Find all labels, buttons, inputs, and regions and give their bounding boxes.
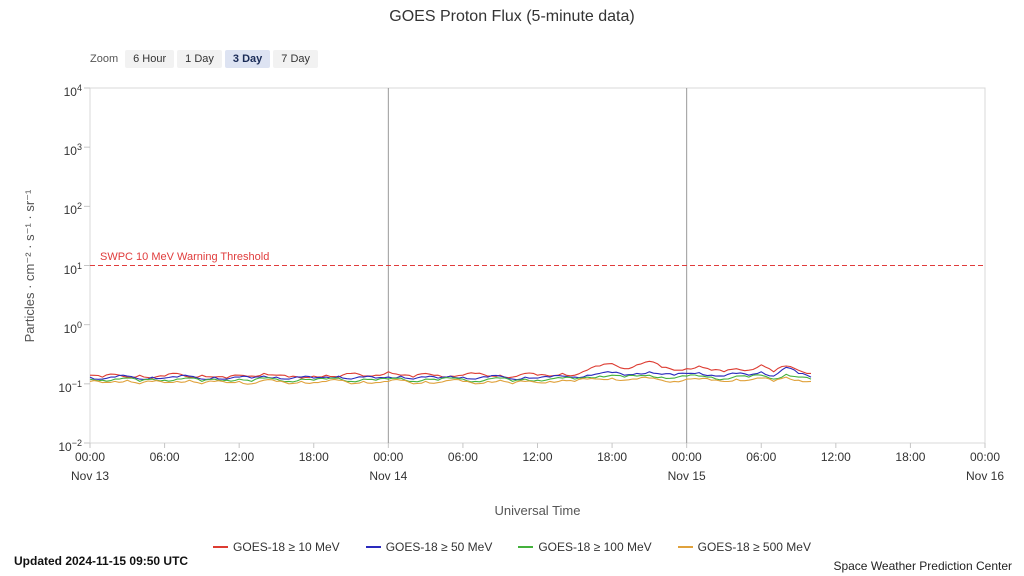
y-tick-label: 102	[63, 201, 82, 218]
legend-item[interactable]: GOES-18 ≥ 100 MeV	[518, 540, 652, 554]
x-tick-label: 06:00	[447, 450, 478, 464]
legend: GOES-18 ≥ 10 MeV GOES-18 ≥ 50 MeV GOES-18 …	[0, 540, 1024, 554]
y-tick-label: 10−2	[58, 438, 82, 454]
zoom-button-7-day[interactable]: 7 Day	[273, 50, 319, 69]
x-axis-day-label: Nov 16	[965, 469, 1005, 483]
x-tick-label: 18:00	[895, 450, 926, 464]
y-tick-label: 100	[63, 319, 82, 336]
legend-item[interactable]: GOES-18 ≥ 500 MeV	[677, 540, 811, 554]
y-tick-label: 103	[63, 142, 82, 159]
legend-label: GOES-18 ≥ 10 MeV	[233, 540, 340, 554]
zoom-buttons: 6 Hour 1 Day 3 Day 7 Day	[125, 50, 319, 69]
x-axis-title: Universal Time	[494, 503, 581, 518]
x-tick-label: 00:00	[969, 450, 1001, 464]
y-tick-label: 104	[63, 83, 82, 99]
x-tick-label: 00:00	[74, 450, 106, 464]
x-tick-label: 18:00	[597, 450, 628, 464]
x-tick-label: 18:00	[298, 450, 329, 464]
legend-line-swatch	[518, 546, 534, 548]
x-tick-label: 06:00	[149, 450, 180, 464]
y-tick-label: 101	[63, 260, 82, 277]
x-axis-day-label: Nov 15	[667, 469, 706, 483]
legend-item[interactable]: GOES-18 ≥ 50 MeV	[365, 540, 493, 554]
legend-line-swatch	[213, 546, 229, 548]
legend-label: GOES-18 ≥ 500 MeV	[697, 540, 811, 554]
legend-line-swatch	[365, 546, 381, 548]
legend-label: GOES-18 ≥ 50 MeV	[385, 540, 493, 554]
zoom-button-1-day[interactable]: 1 Day	[177, 50, 222, 69]
zoom-range-selector: Zoom 6 Hour 1 Day 3 Day 7 Day	[90, 50, 319, 69]
x-tick-label: 12:00	[522, 450, 553, 464]
credit-text: Space Weather Prediction Center	[833, 559, 1012, 573]
updated-timestamp: Updated 2024-11-15 09:50 UTC	[14, 554, 189, 568]
zoom-button-3-day[interactable]: 3 Day	[224, 50, 271, 69]
x-tick-label: 00:00	[373, 450, 404, 464]
warning-threshold-label: SWPC 10 MeV Warning Threshold	[100, 250, 270, 263]
chart-title: GOES Proton Flux (5-minute data)	[389, 8, 635, 25]
x-tick-label: 12:00	[224, 450, 255, 464]
legend-item[interactable]: GOES-18 ≥ 10 MeV	[213, 540, 340, 554]
zoom-label: Zoom	[90, 53, 119, 66]
x-tick-label: 06:00	[746, 450, 777, 464]
series-line	[89, 373, 812, 383]
zoom-button-6-hour[interactable]: 6 Hour	[125, 50, 175, 69]
legend-label: GOES-18 ≥ 100 MeV	[538, 540, 652, 554]
x-tick-label: 00:00	[671, 450, 702, 464]
x-axis-day-label: Nov 14	[369, 469, 408, 483]
x-axis-day-label: Nov 13	[70, 469, 110, 483]
series-line	[89, 376, 812, 385]
y-tick-label: 10−1	[58, 378, 82, 395]
legend-line-swatch	[677, 546, 693, 548]
x-tick-label: 12:00	[820, 450, 851, 464]
